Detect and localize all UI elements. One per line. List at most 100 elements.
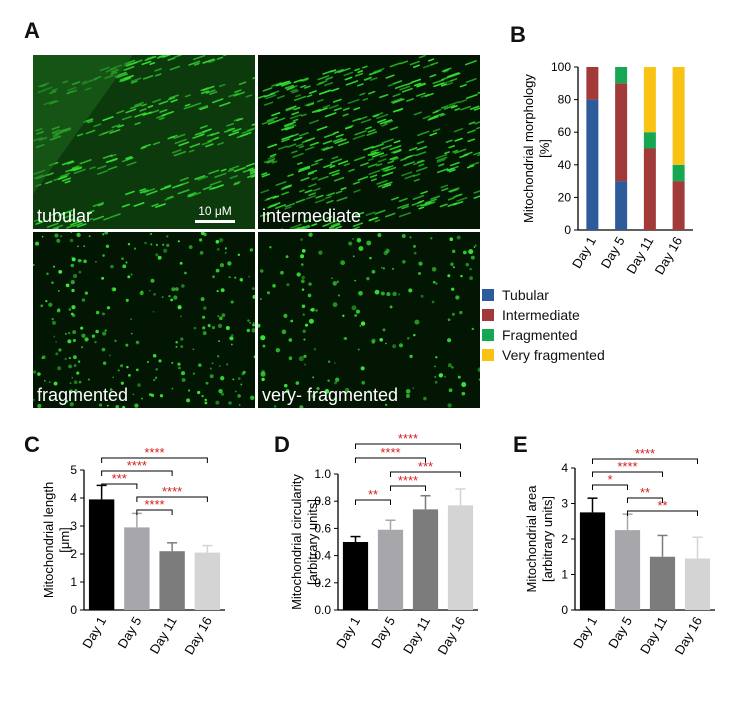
mitochondrion [348,168,355,173]
mitochondrion [220,392,225,396]
mitochondrion [334,225,342,229]
significance-label: ** [657,498,667,513]
mitochondrion [389,145,402,151]
mitochondrion [127,242,131,246]
mitochondrion [44,379,46,382]
mitochondrion [130,103,142,110]
mitochondrion [33,218,40,223]
mitochondrion [432,280,436,284]
mitochondrion [73,380,78,385]
mitochondrion [102,331,107,336]
mitochondrion [168,94,179,99]
mitochondrion [47,172,54,176]
mitochondrion [120,364,124,368]
mitochondrion [398,293,401,296]
mitochondrion [216,247,220,251]
mitochondrion [362,65,368,69]
mitochondrion [423,201,435,207]
mitochondrion [137,383,141,387]
mitochondrion [368,217,378,222]
mitochondrion [465,93,478,100]
mitochondrion [331,87,340,92]
mitochondrion [259,298,262,301]
mitochondrion [344,387,350,393]
mitochondrion [88,235,91,238]
mitochondrion [389,62,401,68]
significance-label: *** [418,459,433,474]
mitochondrion [71,256,73,258]
mitochondrion [394,84,406,90]
mitochondrion [227,168,235,173]
mitochondrion [218,388,223,394]
mitochondrion [362,97,369,101]
mitochondrion [159,394,164,398]
mitochondrion [371,269,376,274]
mitochondrion [374,219,381,223]
mitochondrion [52,265,56,268]
mitochondrion [444,151,450,155]
mitochondrion [379,153,388,158]
mitochondrion [316,125,328,131]
mitochondrion [361,380,366,385]
mitochondrion [87,378,91,381]
mitochondrion [456,235,461,240]
mitochondrion [329,164,336,169]
mitochondrion [258,323,261,328]
mitochondrion [284,202,296,208]
mitochondrion [45,299,48,303]
mitochondrion [380,291,385,296]
mitochondrion [89,166,96,170]
mitochondrion [300,177,310,182]
mitochondrion [219,238,224,243]
legend-item-intermediate: Intermediate [482,305,605,325]
mitochondrion [49,398,52,401]
mitochondrion [168,295,171,298]
mitochondrion [188,245,193,250]
mitochondrion [354,156,366,162]
mitochondrion [436,158,446,163]
mitochondrion [351,305,357,311]
mitochondrion [84,291,89,295]
mitochondrion [280,270,284,275]
mitochondrion [86,118,93,122]
mitochondrion [206,133,215,137]
mitochondrion [328,227,335,229]
mitochondrion [76,133,84,137]
mitochondrion [125,190,135,196]
mitochondrion [104,329,107,332]
bar [194,552,221,610]
mitochondrion [260,189,270,194]
mitochondrion [399,60,409,65]
mitochondrion [109,128,121,134]
mitochondrion [387,160,395,164]
mitochondrion [237,253,241,257]
mitochondrion [158,359,162,363]
mitochondrion [77,360,81,363]
mitochondrion [468,121,476,125]
mitochondrion [324,112,337,118]
mitochondrion [337,294,341,297]
mitochondrion [348,241,353,246]
mitochondrion [221,313,226,318]
bar [342,542,369,610]
mitochondrion [367,128,376,133]
mitochondrion [466,164,475,169]
mitochondrion [352,117,361,122]
mitochondrion [416,83,427,88]
mitochondrion [340,187,347,191]
mitochondrion [125,108,137,114]
mitochondrion [302,313,305,316]
mitochondrion [408,288,413,293]
mitochondrion [360,366,365,371]
mitochondrion [412,387,415,390]
mitochondrion [317,107,328,113]
mitochondrion [159,109,168,113]
mitochondrion [406,336,410,340]
mitochondrion [453,193,463,198]
mitochondrion [161,243,165,246]
mitochondrion [383,251,388,256]
mitochondrion [151,203,159,207]
mitochondrion [334,69,345,74]
mitochondrion [310,307,315,312]
mitochondrion [313,187,321,192]
